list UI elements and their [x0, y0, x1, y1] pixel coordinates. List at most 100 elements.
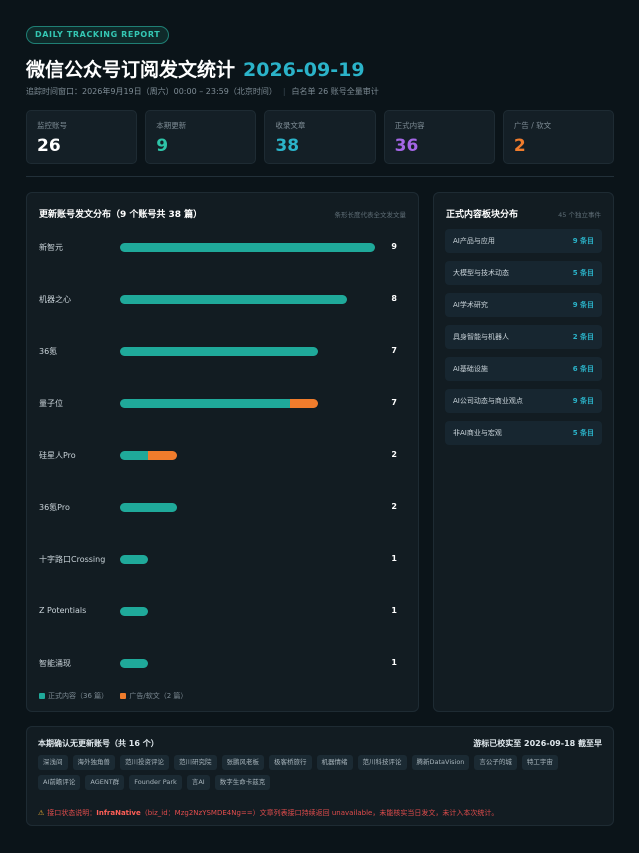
module-count: 5 条目: [572, 269, 594, 277]
bar-row: 36氪 7: [39, 342, 409, 362]
account-chip: 范川投资评论: [120, 755, 169, 770]
legend-formal-label: 正式内容（36 篇）: [48, 692, 109, 700]
bar-formal: [120, 659, 149, 668]
stat-value: 2: [513, 136, 526, 156]
bar-label: 新智元: [39, 243, 63, 252]
bar-row: Z Potentials 1: [39, 602, 409, 622]
legend-formal: 正式内容（36 篇）: [39, 692, 108, 700]
warning-account: InfraNative: [96, 809, 141, 817]
distribution-title: 更新账号发文分布（9 个账号共 38 篇）: [39, 210, 203, 220]
account-chip: 范川研究院: [174, 755, 217, 770]
stat-value: 9: [156, 136, 169, 156]
module-name: AI基础设施: [453, 365, 488, 373]
bar-track: [120, 295, 380, 304]
page-title: 微信公众号订阅发文统计 2026-09-19: [26, 55, 365, 82]
bar-value: 9: [391, 242, 397, 251]
account-chip: AI前瞻评论: [38, 775, 81, 790]
bar-value: 7: [391, 346, 397, 355]
module-row: AI公司动态与商业观点 9 条目: [445, 389, 602, 413]
report-badge: DAILY TRACKING REPORT: [26, 26, 170, 44]
bar-row: 量子位 7: [39, 394, 409, 414]
bar-formal: [120, 347, 319, 356]
account-chip: 数字生命卡兹克: [214, 775, 271, 790]
bar-label: 十字路口Crossing: [39, 555, 106, 564]
legend-ad-swatch: [120, 693, 127, 699]
account-chip: 特工宇宙: [521, 755, 558, 770]
account-chip: 腾新DataVision: [411, 755, 470, 770]
bar-label: 36氪Pro: [39, 503, 70, 512]
warning-prefix: 接口状态说明：: [47, 809, 97, 817]
stat-label: 广告 / 软文: [513, 121, 552, 130]
legend-ad: 广告/软文（2 篇）: [120, 692, 187, 700]
module-name: AI公司动态与商业观点: [453, 397, 523, 405]
inactive-account-list: 深浅间 海外独角兽 范川投资评论 范川研究院 张鹏风老板 极客桥旅行 机器情绪 范川科技评论腾…: [38, 755, 604, 790]
bar-label: Z Potentials: [39, 606, 87, 615]
section-divider: [26, 176, 614, 177]
bar-label: 智能涌现: [39, 659, 71, 668]
module-row: AI学术研究 9 条目: [445, 293, 602, 317]
stat-label: 收录文章: [275, 121, 306, 130]
stat-label: 正式内容: [394, 121, 425, 130]
module-count: 2 条目: [572, 333, 594, 341]
inactive-panel: 本期确认无更新账号（共 16 个） 游标已校实至 2026-09-18 截至早 …: [26, 726, 614, 826]
stat-label: 监控账号: [37, 121, 67, 130]
bar-track: [120, 399, 380, 408]
bar-ad: [290, 399, 319, 408]
bar-value: 8: [391, 294, 397, 303]
bar-formal: [120, 503, 177, 512]
account-chip: 范川科技评论: [357, 755, 407, 770]
bar-track: [120, 555, 380, 564]
bar-track: [120, 659, 380, 668]
tracking-window: 追踪时间窗口：2026年9月19日（周六）00:00 – 23:59（北京时间）…: [26, 87, 379, 96]
bar-value: 2: [391, 502, 397, 511]
module-row: 具身智能与机器人 2 条目: [445, 325, 602, 349]
module-row: 大模型与技术动态 5 条目: [445, 261, 602, 285]
bar-label: 机器之心: [39, 295, 71, 304]
legend-formal-swatch: [39, 693, 45, 699]
account-chip: 言公子的城: [474, 755, 517, 770]
warning-icon: ⚠: [38, 809, 45, 817]
bar-track: [120, 607, 380, 616]
bar-formal: [120, 607, 149, 616]
distribution-panel: 更新账号发文分布（9 个账号共 38 篇） 条形长度代表全文发文量 新智元 9 机器…: [26, 192, 419, 712]
stat-label: 本期更新: [156, 121, 187, 130]
stat-card-monitored: 监控账号 26: [26, 110, 138, 164]
account-chip: 海外独角兽: [72, 755, 115, 770]
inactive-title: 本期确认无更新账号（共 16 个）: [38, 739, 159, 748]
title-text: 微信公众号订阅发文统计: [26, 59, 236, 81]
stat-value: 36: [394, 136, 419, 156]
stat-card-updated: 本期更新 9: [145, 110, 257, 164]
module-count: 9 条目: [572, 397, 594, 405]
distribution-note: 条形长度代表全文发文量: [334, 211, 407, 219]
bar-label: 硅星人Pro: [39, 451, 76, 460]
cursor-note: 游标已校实至 2026-09-18 截至早: [473, 739, 602, 748]
stat-card-articles: 收录文章 38: [264, 110, 376, 164]
bar-row: 36氪Pro 2: [39, 498, 409, 518]
title-date: 2026-09-19: [243, 59, 365, 81]
bar-ad: [148, 451, 177, 460]
bar-value: 2: [391, 450, 397, 459]
bar-row: 十字路口Crossing 1: [39, 550, 409, 570]
bar-formal: [120, 555, 149, 564]
bar-row: 智能涌现 1: [39, 654, 409, 674]
bar-formal: [120, 451, 149, 460]
bar-formal: [120, 243, 375, 252]
bar-value: 1: [391, 606, 397, 615]
module-count: 9 条目: [572, 301, 594, 309]
account-chip: 极客桥旅行: [269, 755, 312, 770]
stat-card-formal: 正式内容 36: [383, 110, 495, 164]
bar-track: [120, 503, 380, 512]
module-name: 非AI商业与宏观: [453, 429, 502, 437]
stat-cards: 监控账号 26 本期更新 9 收录文章 38 正式内容 36 广告 / 软文 2: [26, 110, 615, 164]
bar-track: [120, 451, 380, 460]
bar-label: 量子位: [39, 399, 63, 408]
account-chip: 机器情绪: [316, 755, 353, 770]
stat-value: 38: [275, 136, 300, 156]
module-row: AI产品与应用 9 条目: [445, 229, 602, 253]
bar-row: 机器之心 8: [39, 290, 409, 310]
modules-panel: 正式内容板块分布 45 个独立事件 AI产品与应用 9 条目 大模型与技术动态 5 条…: [433, 192, 614, 712]
account-chip: Founder Park: [129, 775, 182, 790]
module-row: 非AI商业与宏观 5 条目: [445, 421, 602, 445]
module-name: AI产品与应用: [453, 237, 495, 245]
modules-title: 正式内容板块分布: [446, 210, 519, 220]
